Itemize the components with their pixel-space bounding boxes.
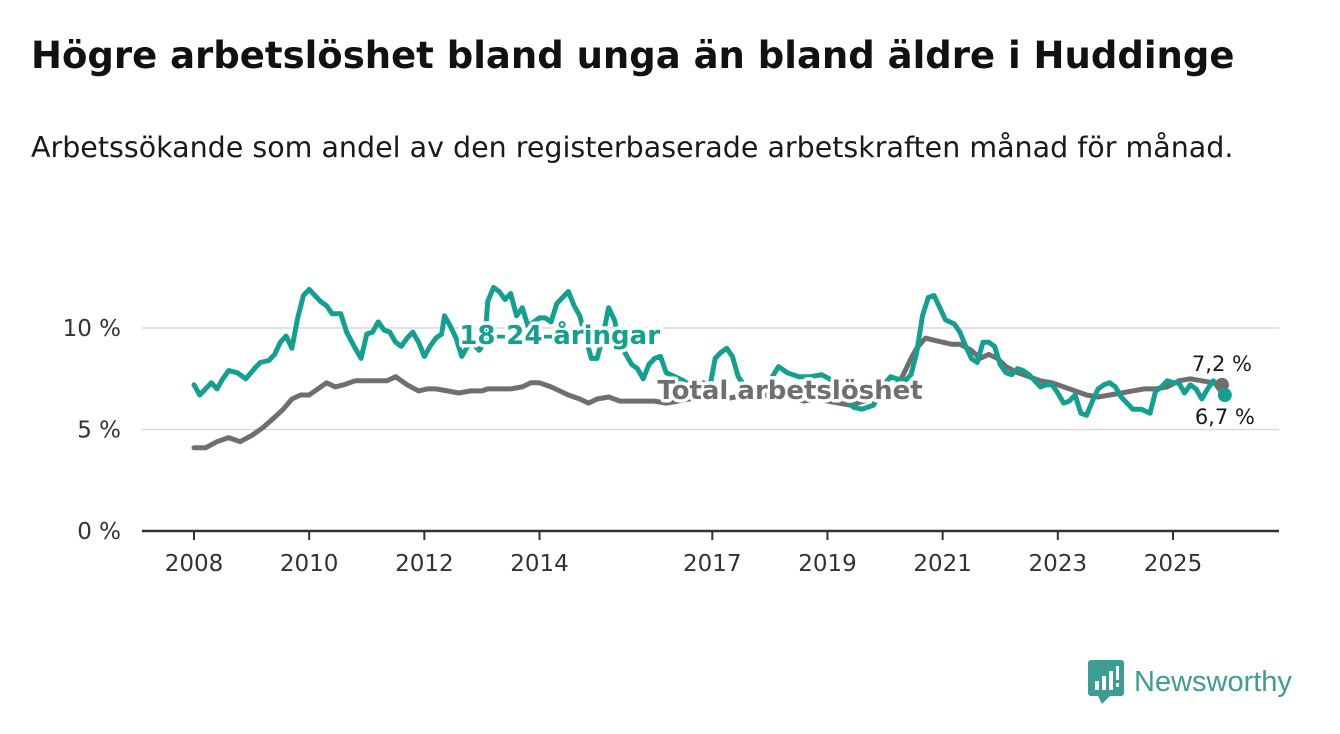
x-tick-label: 2025 <box>1144 551 1203 577</box>
series-line-youth <box>191 284 1228 418</box>
series-label-total: Total arbetslöshet <box>657 376 922 406</box>
x-tick-label: 2010 <box>280 551 339 577</box>
y-axis: 0 % 5 % 10 % <box>63 316 121 545</box>
end-label-youth: 6,7 % <box>1195 405 1255 429</box>
x-tick-label: 2017 <box>683 551 742 577</box>
end-label-youth-halo: 6,7 % <box>1195 405 1255 429</box>
end-label-total-halo: 7,2 % <box>1192 352 1252 376</box>
chart-subtitle: Arbetssökande som andel av den registerb… <box>31 131 1234 164</box>
series-label-youth-halo: 18-24-åringar <box>459 319 660 351</box>
x-tick-label: 2019 <box>798 551 857 577</box>
end-marker-youth <box>1217 387 1232 402</box>
series-label-total-halo: Total arbetslöshet <box>657 376 922 406</box>
x-tick-label: 2012 <box>395 551 454 577</box>
series-label-youth: 18-24-åringar <box>459 319 660 351</box>
end-markers: 7,2 %7,2 %6,7 %6,7 % <box>1189 349 1257 431</box>
y-tick-label: 0 % <box>77 519 121 545</box>
chart-title: Högre arbetslöshet bland unga än bland ä… <box>31 34 1235 77</box>
y-tick-label: 5 % <box>77 418 121 444</box>
x-tick-label: 2023 <box>1029 551 1088 577</box>
brand-name: Newsworthy <box>1134 665 1292 698</box>
x-tick-label: 2008 <box>165 551 224 577</box>
series-line-total <box>191 335 1225 451</box>
newsworthy-logo-icon <box>1088 660 1124 704</box>
gridlines <box>142 327 1279 431</box>
x-tick-label: 2021 <box>913 551 972 577</box>
x-axis-ticks: 2008 2010 2012 2014 2017 2019 2021 2023 2025 <box>165 531 1203 577</box>
newsworthy-brand: Newsworthy <box>1088 660 1292 704</box>
x-tick-label: 2014 <box>510 551 569 577</box>
end-label-total: 7,2 % <box>1192 352 1252 376</box>
y-tick-label: 10 % <box>63 316 121 342</box>
series-lines <box>191 284 1228 451</box>
